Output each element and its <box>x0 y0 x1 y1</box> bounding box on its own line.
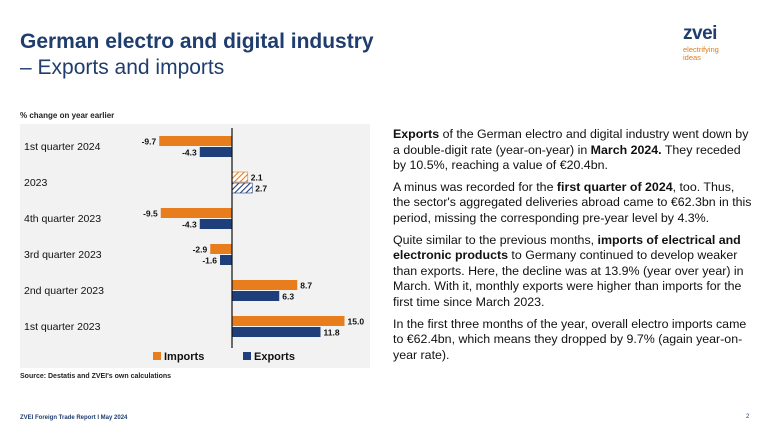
category-label: 1st quarter 2024 <box>24 141 101 153</box>
chart-unit-label: % change on year earlier <box>20 111 115 120</box>
footer-report: ZVEI Foreign Trade Report I May 2024 <box>20 415 128 421</box>
exports-value-label: 6.3 <box>282 292 294 302</box>
exports-bar <box>199 147 232 157</box>
logo-tagline-1: electrifying <box>683 45 719 54</box>
chart-panel: 1st quarter 2024 -9.7 -4.3 2023 2.1 2.7 4th qu… <box>20 124 370 368</box>
logo-tagline-2: ideas <box>683 53 701 62</box>
paragraph-1-run: They receded by 10.5%, reaching a value … <box>393 142 741 173</box>
imports-bar <box>210 244 232 254</box>
category-label: 2023 <box>24 177 48 189</box>
bar-chart: 1st quarter 2024 -9.7 -4.3 2023 2.12.7 4th qu… <box>24 128 365 363</box>
paragraph-1-run: of the German electro and digital indust… <box>393 127 749 157</box>
legend-imports-swatch <box>153 352 161 360</box>
exports-value-label: -1.6 <box>202 256 217 266</box>
legend-imports-label: Imports <box>164 351 204 363</box>
paragraph-3-run: to Germany continued to develop weaker t… <box>393 248 744 309</box>
imports-bar <box>231 171 249 183</box>
imports-value-label: 8.7 <box>300 281 312 291</box>
commentary-text: Exports of the German electro and digita… <box>393 127 755 369</box>
paragraph-1-run: March 2024. <box>590 142 662 157</box>
paragraph-2-run: , too. Thus, the sector's aggregated del… <box>393 179 752 225</box>
zvei-logo: zvei electrifying ideas <box>683 24 753 68</box>
exports-bar <box>199 219 232 229</box>
exports-value-label: 11.8 <box>324 328 340 338</box>
exports-bar <box>232 291 280 301</box>
exports-bar <box>220 255 232 265</box>
page-subtitle: – Exports and imports <box>20 56 225 79</box>
exports-value-label: -4.3 <box>182 220 197 230</box>
imports-bar <box>232 316 345 326</box>
paragraph-4: In the first three months of the year, o… <box>393 317 755 364</box>
paragraph-2: A minus was recorded for the first quart… <box>393 180 755 227</box>
paragraph-3-run: imports of electrical and electronic pro… <box>393 232 741 263</box>
imports-bar <box>232 280 298 290</box>
paragraph-4-run: In the first three months of the year, o… <box>393 316 747 362</box>
exports-value-label: 2.7 <box>255 184 267 194</box>
exports-value-label: -4.3 <box>182 148 197 158</box>
paragraph-1: Exports of the German electro and digita… <box>393 127 755 174</box>
page-title: German electro and digital industry <box>20 30 374 53</box>
category-label: 1st quarter 2023 <box>24 321 101 333</box>
paragraph-1-run: Exports <box>393 127 440 141</box>
imports-value-label: 2.1 <box>251 173 263 183</box>
legend-exports-label: Exports <box>254 351 295 363</box>
exports-bar <box>232 327 321 337</box>
paragraph-3: Quite similar to the previous months, im… <box>393 233 755 311</box>
imports-value-label: -9.5 <box>143 209 158 219</box>
imports-value-label: -9.7 <box>142 137 157 147</box>
paragraph-2-run: A minus was recorded for the <box>393 179 557 194</box>
category-label: 2nd quarter 2023 <box>24 285 104 297</box>
imports-value-label: 15.0 <box>348 317 365 327</box>
paragraph-2-run: first quarter of 2024 <box>556 179 673 194</box>
logo-wordmark: zvei <box>683 23 717 44</box>
legend-exports-swatch <box>243 352 251 360</box>
category-label: 3rd quarter 2023 <box>24 249 102 261</box>
page-number: 2 <box>746 414 750 420</box>
imports-value-label: -2.9 <box>193 245 208 255</box>
imports-bar <box>159 136 232 146</box>
paragraph-3-run: Quite similar to the previous months, <box>393 232 598 247</box>
imports-bar <box>160 208 232 218</box>
exports-bar <box>231 182 253 194</box>
chart-source: Source: Destatis and ZVEI's own calculat… <box>20 373 172 380</box>
category-label: 4th quarter 2023 <box>24 213 101 225</box>
